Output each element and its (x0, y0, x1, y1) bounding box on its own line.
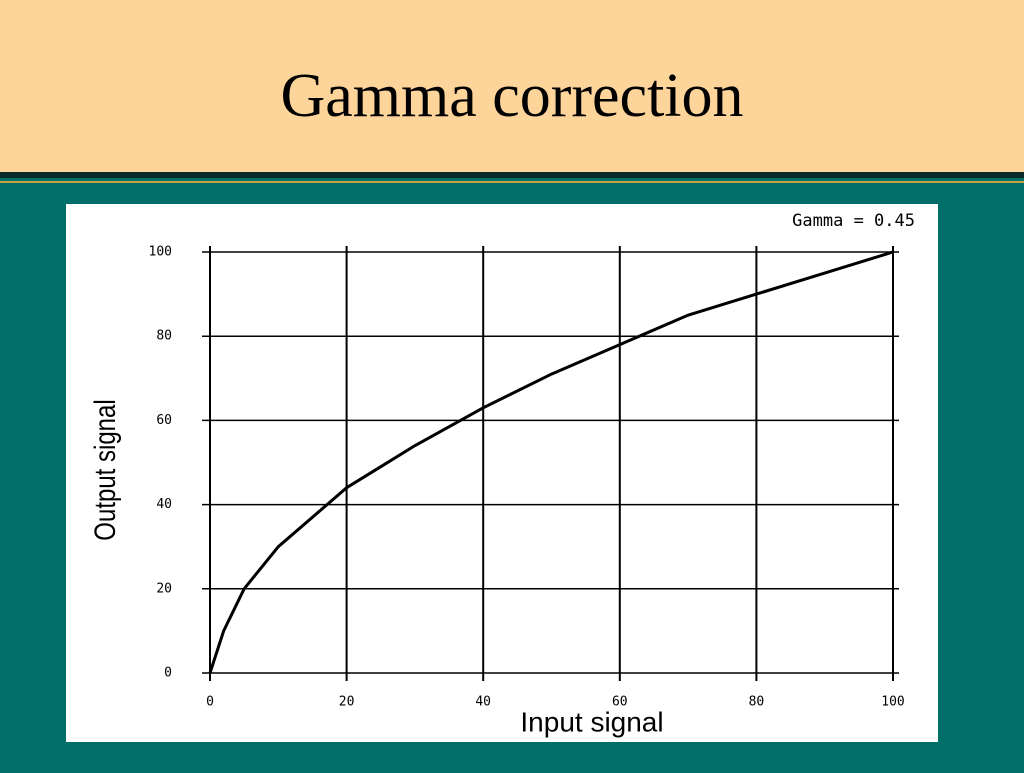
x-tick-label: 0 (206, 695, 214, 710)
y-tick-label: 20 (156, 581, 172, 596)
y-tick-label: 60 (156, 413, 172, 428)
y-tick-label: 100 (149, 245, 172, 260)
header-band (0, 0, 1024, 172)
slide-title: Gamma correction (280, 62, 743, 130)
chart-panel (66, 204, 938, 742)
line (208, 250, 894, 674)
annotation: Gamma = 0.45 (792, 211, 915, 231)
x-tick-label: 40 (475, 695, 491, 710)
x-tick-label: 100 (881, 695, 904, 710)
header-rule (0, 181, 1024, 183)
x-axis-label: Input signal (520, 706, 663, 737)
x-tick-label: 60 (612, 695, 628, 710)
y-tick-label: 0 (164, 666, 172, 681)
x-tick-label: 80 (749, 695, 765, 710)
header-rule (0, 172, 1024, 178)
y-tick-label: 80 (156, 329, 172, 344)
x-tick-label: 20 (339, 695, 355, 710)
chart: Gamma = 0.45 Input signal Output signal … (87, 211, 915, 737)
y-tick-label: 40 (156, 497, 172, 512)
y-axis-label: Output signal (87, 399, 121, 540)
